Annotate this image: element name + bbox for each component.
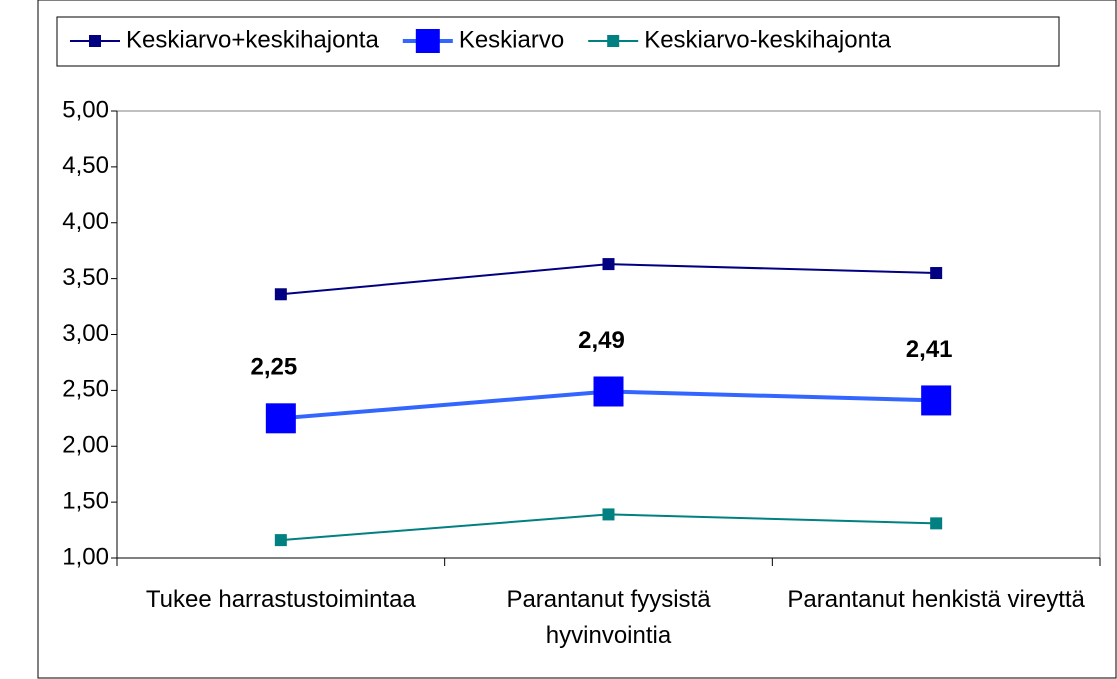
x-tick-label: Parantanut fyysistä hyvinvointia <box>506 586 711 649</box>
y-tick-label: 4,50 <box>62 152 109 179</box>
y-tick-label: 4,00 <box>62 208 109 235</box>
marker <box>930 517 943 530</box>
x-tick-label: Tukee harrastustoimintaa <box>145 586 416 613</box>
marker <box>593 376 624 407</box>
legend-box <box>56 16 1060 67</box>
legend-label: Keskiarvo <box>459 26 564 53</box>
marker <box>274 534 287 547</box>
marker <box>602 508 615 521</box>
marker <box>602 258 615 271</box>
legend-label: Keskiarvo-keskihajonta <box>644 26 891 53</box>
y-tick-label: 1,00 <box>62 543 109 570</box>
marker <box>265 403 296 434</box>
x-tick-label: Parantanut henkistä vireyttä <box>787 586 1085 613</box>
y-tick-label: 2,50 <box>62 376 109 403</box>
marker <box>930 267 943 280</box>
y-tick-label: 3,50 <box>62 264 109 291</box>
y-tick-label: 5,00 <box>62 96 109 123</box>
plot-area <box>116 110 1101 559</box>
legend-marker <box>89 35 101 47</box>
legend-marker <box>607 35 620 47</box>
legend-marker <box>415 29 440 53</box>
data-label: 2,49 <box>578 327 625 354</box>
marker <box>921 385 952 416</box>
marker <box>274 288 287 301</box>
y-tick-label: 3,00 <box>62 320 109 347</box>
y-tick-label: 2,00 <box>62 432 109 459</box>
legend-label: Keskiarvo+keskihajonta <box>126 26 379 53</box>
data-label: 2,41 <box>906 336 953 363</box>
y-tick-label: 1,50 <box>62 487 109 514</box>
data-label: 2,25 <box>250 354 297 381</box>
